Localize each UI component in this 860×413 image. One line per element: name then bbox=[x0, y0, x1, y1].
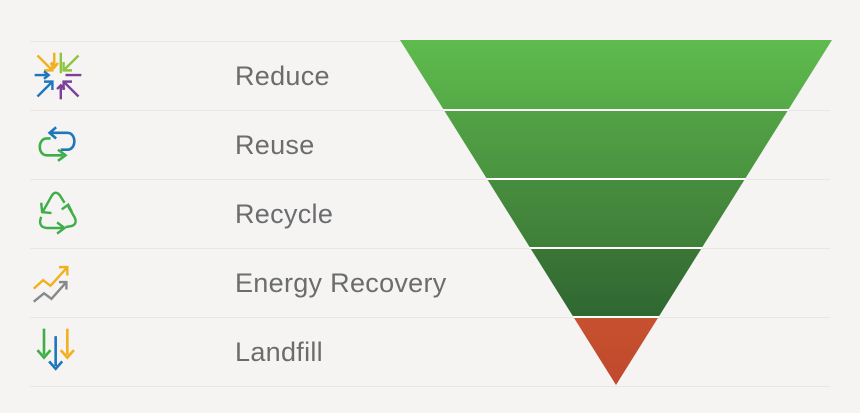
energy-recovery-icon bbox=[32, 265, 69, 303]
hierarchy-label: Recycle bbox=[235, 198, 334, 229]
recycle-icon bbox=[38, 191, 77, 235]
row-icon-slot bbox=[30, 184, 90, 244]
hierarchy-row-recycle: Recycle bbox=[30, 180, 830, 249]
row-icon-slot bbox=[30, 322, 90, 382]
row-icon-slot bbox=[30, 253, 90, 313]
hierarchy-list: Reduce Reuse Recycle bbox=[30, 41, 830, 387]
landfill-icon bbox=[36, 328, 75, 371]
funnel-band-reduce bbox=[400, 40, 832, 109]
hierarchy-row-landfill: Landfill bbox=[30, 318, 830, 387]
hierarchy-row-reduce: Reduce bbox=[30, 42, 830, 111]
row-icon-slot bbox=[30, 46, 90, 106]
hierarchy-row-energy-recovery: Energy Recovery bbox=[30, 249, 830, 318]
reduce-icon bbox=[34, 52, 82, 100]
reuse-icon bbox=[38, 126, 76, 162]
row-icon-slot bbox=[30, 115, 90, 175]
hierarchy-label: Reuse bbox=[235, 129, 315, 160]
hierarchy-label: Reduce bbox=[235, 60, 330, 91]
hierarchy-label: Landfill bbox=[235, 336, 323, 367]
hierarchy-row-reuse: Reuse bbox=[30, 111, 830, 180]
hierarchy-label: Energy Recovery bbox=[235, 267, 447, 298]
